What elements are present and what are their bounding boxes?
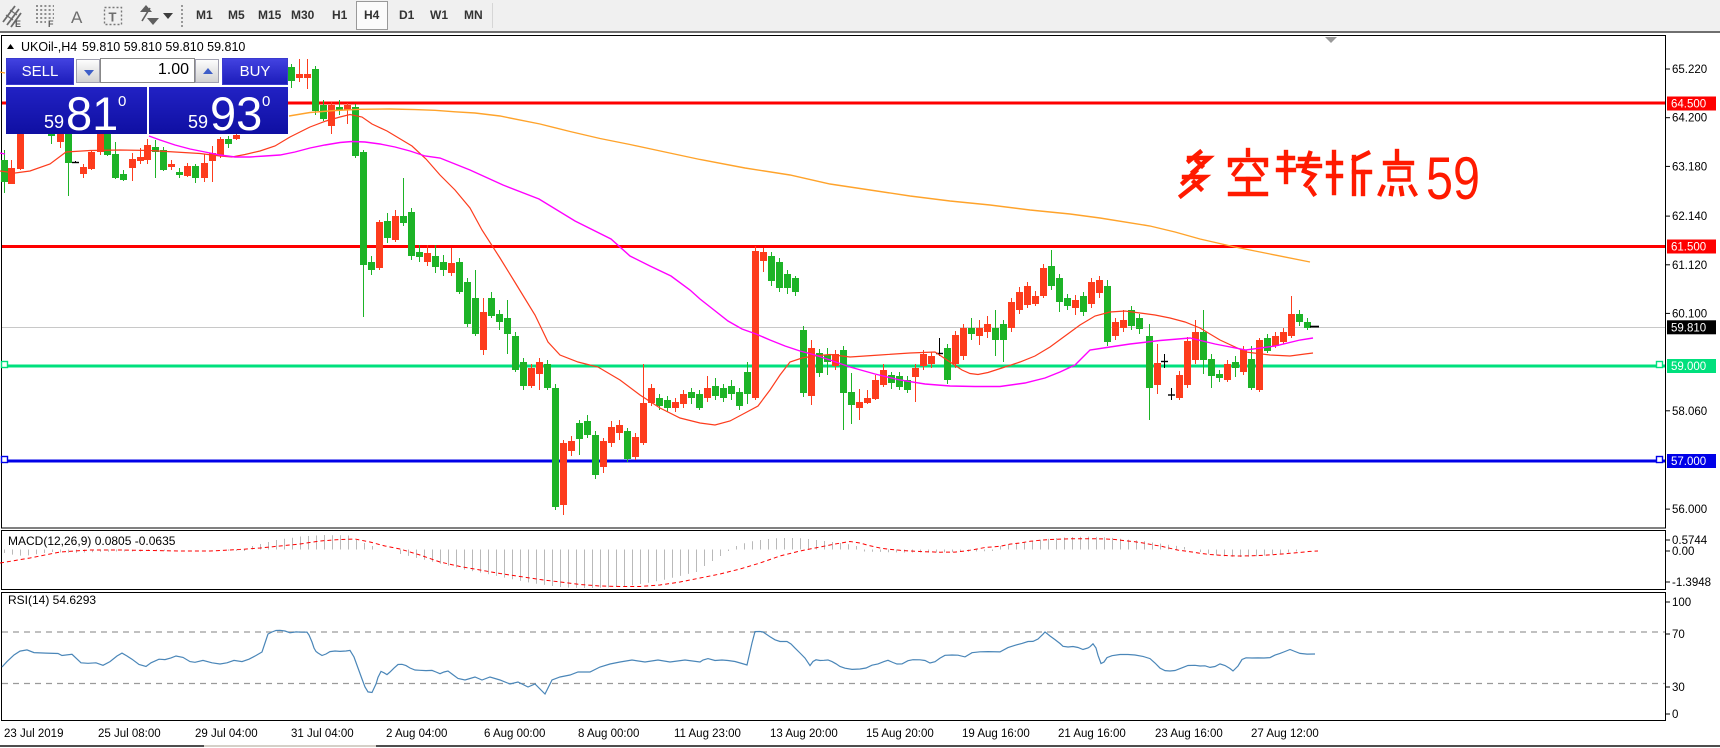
- svg-text:T: T: [109, 10, 117, 25]
- svg-text:27 Aug 12:00: 27 Aug 12:00: [1251, 728, 1319, 740]
- svg-text:F: F: [48, 19, 54, 29]
- svg-text:6 Aug 00:00: 6 Aug 00:00: [484, 728, 545, 740]
- svg-text:59.810 59.810 59.810 59.810: 59.810 59.810 59.810 59.810: [82, 40, 245, 54]
- svg-text:60.100: 60.100: [1672, 308, 1707, 320]
- svg-text:65.220: 65.220: [1672, 64, 1707, 76]
- svg-text:29 Jul 04:00: 29 Jul 04:00: [195, 728, 258, 740]
- svg-text:RSI(14) 54.6293: RSI(14) 54.6293: [8, 593, 96, 607]
- svg-text:61.120: 61.120: [1672, 260, 1707, 272]
- svg-text:E: E: [15, 19, 21, 29]
- svg-text:59.000: 59.000: [1671, 361, 1706, 373]
- svg-text:62.140: 62.140: [1672, 211, 1707, 223]
- svg-text:15 Aug 20:00: 15 Aug 20:00: [866, 728, 934, 740]
- svg-text:59.810: 59.810: [1671, 322, 1706, 334]
- svg-text:11 Aug 23:00: 11 Aug 23:00: [674, 728, 741, 740]
- svg-text:2 Aug 04:00: 2 Aug 04:00: [386, 728, 447, 740]
- svg-text:-1.3948: -1.3948: [1672, 577, 1711, 589]
- svg-text:A: A: [71, 8, 83, 27]
- svg-text:0.5744: 0.5744: [1672, 535, 1708, 547]
- svg-text:57.000: 57.000: [1671, 456, 1706, 468]
- svg-text:100: 100: [1672, 597, 1691, 609]
- svg-text:59: 59: [1426, 145, 1480, 212]
- svg-text:UKOil-,H4: UKOil-,H4: [21, 40, 77, 54]
- svg-text:13 Aug 20:00: 13 Aug 20:00: [770, 728, 838, 740]
- svg-text:31 Jul 04:00: 31 Jul 04:00: [291, 728, 354, 740]
- svg-text:21 Aug 16:00: 21 Aug 16:00: [1058, 728, 1126, 740]
- svg-text:0.00: 0.00: [1672, 546, 1694, 558]
- svg-text:63.180: 63.180: [1672, 161, 1707, 173]
- svg-text:19 Aug 16:00: 19 Aug 16:00: [962, 728, 1030, 740]
- svg-text:23 Jul 2019: 23 Jul 2019: [4, 728, 63, 740]
- svg-text:23 Aug 16:00: 23 Aug 16:00: [1155, 728, 1223, 740]
- svg-text:64.200: 64.200: [1672, 113, 1707, 125]
- svg-text:64.500: 64.500: [1671, 99, 1706, 111]
- svg-text:MACD(12,26,9) 0.0805 -0.0635: MACD(12,26,9) 0.0805 -0.0635: [8, 534, 176, 548]
- svg-text:0: 0: [1672, 709, 1678, 721]
- svg-text:8 Aug 00:00: 8 Aug 00:00: [578, 728, 639, 740]
- svg-text:25 Jul 08:00: 25 Jul 08:00: [98, 728, 161, 740]
- svg-text:61.500: 61.500: [1671, 242, 1706, 254]
- svg-text:30: 30: [1672, 682, 1685, 694]
- svg-text:56.000: 56.000: [1672, 504, 1707, 516]
- svg-text:58.060: 58.060: [1672, 406, 1707, 418]
- svg-text:70: 70: [1672, 629, 1685, 641]
